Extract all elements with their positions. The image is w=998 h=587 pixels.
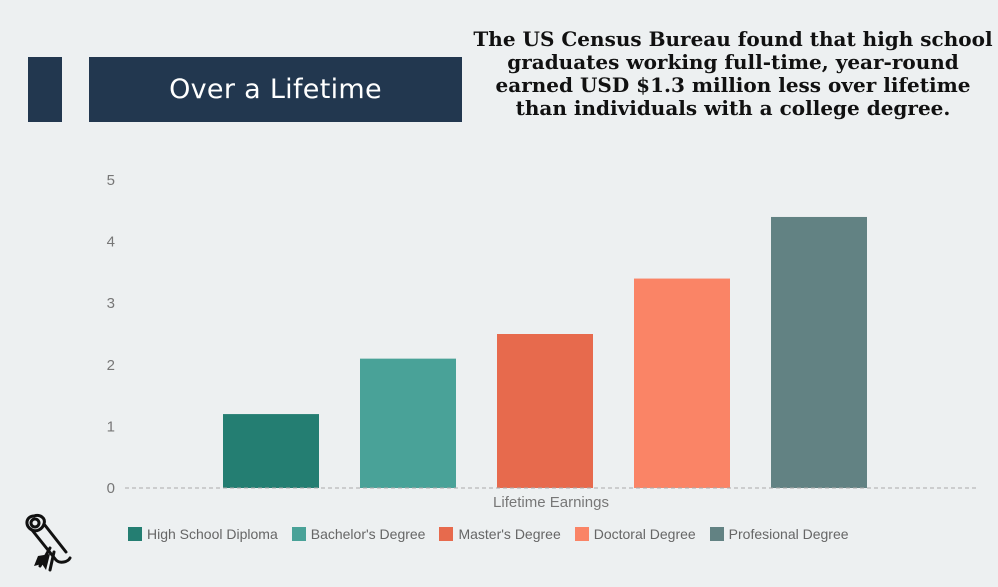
legend-item: Bachelor's Degree (291, 526, 426, 542)
legend-item: Doctoral Degree (574, 526, 696, 542)
diploma-scroll-icon (25, 514, 72, 572)
legend-swatch (574, 527, 589, 541)
y-tick-label: 4 (107, 234, 115, 251)
y-tick-label: 3 (107, 295, 115, 312)
legend-item: Master's Degree (439, 526, 561, 542)
legend-swatch (128, 527, 142, 541)
y-tick-label: 1 (107, 418, 115, 435)
headline-line: graduates working full-time, year-round (507, 50, 959, 74)
y-tick-label: 0 (107, 480, 115, 497)
legend-item: Profesional Degree (709, 526, 849, 542)
title-banner: Over a Lifetime (89, 57, 462, 122)
chart-legend: High School Diploma Bachelor's Degree Mast… (128, 524, 849, 544)
x-axis-label: Lifetime Earnings (493, 494, 609, 511)
legend-label: Bachelor's Degree (310, 526, 426, 542)
headline-line: The US Census Bureau found that high sch… (473, 27, 993, 51)
legend-label: Master's Degree (458, 526, 561, 542)
bar-master-s-degree (497, 334, 593, 488)
legend-swatch (291, 527, 306, 541)
bar-high-school-diploma (223, 414, 319, 488)
legend-label: High School Diploma (147, 526, 278, 542)
legend-item: High School Diploma (128, 526, 278, 542)
bar-bachelor-s-degree (360, 358, 456, 488)
y-tick-label: 2 (107, 357, 115, 374)
bar-profesional-degree (771, 216, 867, 488)
headline-line: than individuals with a college degree. (515, 96, 951, 120)
legend-label: Profesional Degree (728, 526, 849, 542)
bar-doctoral-degree (634, 278, 730, 488)
banner-title: Over a Lifetime (169, 74, 382, 105)
y-tick-label: 5 (107, 172, 115, 189)
legend-swatch (709, 527, 724, 541)
headline-line: earned USD $1.3 million less over lifeti… (495, 73, 971, 97)
legend-label: Doctoral Degree (593, 526, 696, 542)
accent-block (28, 57, 62, 122)
headline: The US Census Bureau found that high sch… (466, 28, 998, 120)
legend-swatch (439, 527, 454, 541)
